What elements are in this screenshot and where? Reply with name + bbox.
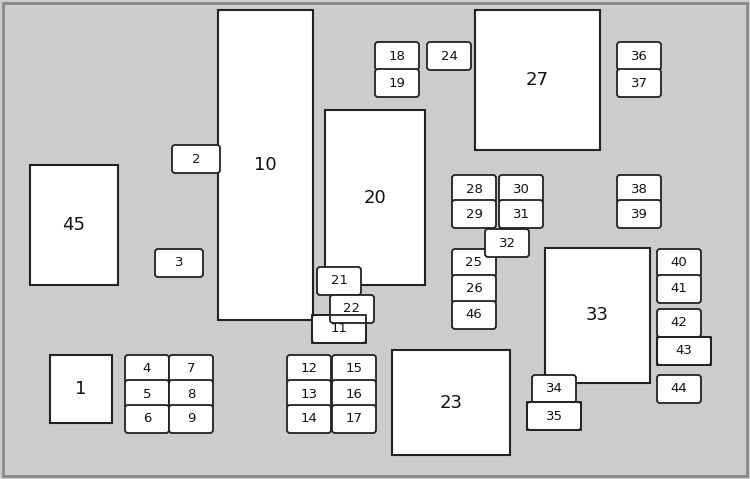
FancyBboxPatch shape <box>452 275 496 303</box>
Text: 41: 41 <box>670 283 688 296</box>
Text: 20: 20 <box>364 189 386 206</box>
FancyBboxPatch shape <box>657 309 701 337</box>
Text: 6: 6 <box>142 412 152 425</box>
FancyBboxPatch shape <box>169 380 213 408</box>
Text: 45: 45 <box>62 216 86 234</box>
Text: 33: 33 <box>586 307 609 324</box>
Text: 17: 17 <box>346 412 362 425</box>
FancyBboxPatch shape <box>499 200 543 228</box>
FancyBboxPatch shape <box>155 249 203 277</box>
FancyBboxPatch shape <box>657 249 701 277</box>
FancyBboxPatch shape <box>125 380 169 408</box>
Text: 10: 10 <box>254 156 277 174</box>
Bar <box>657 337 711 365</box>
Text: 30: 30 <box>512 182 529 195</box>
FancyBboxPatch shape <box>485 229 529 257</box>
Text: 5: 5 <box>142 388 152 400</box>
Bar <box>527 402 581 430</box>
Bar <box>50 355 112 423</box>
Bar <box>30 165 118 285</box>
Bar <box>392 350 510 455</box>
Text: 38: 38 <box>631 182 647 195</box>
Bar <box>325 110 425 285</box>
FancyBboxPatch shape <box>125 405 169 433</box>
Text: 9: 9 <box>187 412 195 425</box>
Text: 24: 24 <box>440 49 458 62</box>
Text: 40: 40 <box>670 256 687 270</box>
Text: 44: 44 <box>670 383 687 396</box>
FancyBboxPatch shape <box>657 337 711 365</box>
Bar <box>475 10 600 150</box>
FancyBboxPatch shape <box>427 42 471 70</box>
FancyBboxPatch shape <box>332 380 376 408</box>
Text: 37: 37 <box>631 77 647 90</box>
Text: 21: 21 <box>331 274 347 287</box>
FancyBboxPatch shape <box>125 355 169 383</box>
Bar <box>218 10 313 320</box>
FancyBboxPatch shape <box>532 375 576 403</box>
Text: 4: 4 <box>142 363 152 376</box>
FancyBboxPatch shape <box>332 405 376 433</box>
FancyBboxPatch shape <box>452 200 496 228</box>
FancyBboxPatch shape <box>169 355 213 383</box>
Bar <box>545 248 650 383</box>
FancyBboxPatch shape <box>452 301 496 329</box>
Bar <box>312 315 366 343</box>
FancyBboxPatch shape <box>452 249 496 277</box>
Text: 16: 16 <box>346 388 362 400</box>
Text: 27: 27 <box>526 71 549 89</box>
FancyBboxPatch shape <box>657 375 701 403</box>
FancyBboxPatch shape <box>332 355 376 383</box>
FancyBboxPatch shape <box>617 69 661 97</box>
Text: 19: 19 <box>388 77 406 90</box>
Text: 23: 23 <box>440 394 463 411</box>
Text: 11: 11 <box>331 322 347 335</box>
Text: 22: 22 <box>344 303 361 316</box>
Text: 43: 43 <box>676 344 692 357</box>
Text: 8: 8 <box>187 388 195 400</box>
FancyBboxPatch shape <box>375 42 419 70</box>
Text: 26: 26 <box>466 283 482 296</box>
Text: 32: 32 <box>499 237 515 250</box>
Text: 2: 2 <box>192 152 200 166</box>
Text: 7: 7 <box>187 363 195 376</box>
FancyBboxPatch shape <box>375 69 419 97</box>
FancyBboxPatch shape <box>169 405 213 433</box>
FancyBboxPatch shape <box>499 175 543 203</box>
Text: 36: 36 <box>631 49 647 62</box>
FancyBboxPatch shape <box>312 315 366 343</box>
Text: 3: 3 <box>175 256 183 270</box>
FancyBboxPatch shape <box>617 42 661 70</box>
FancyBboxPatch shape <box>527 402 581 430</box>
Text: 15: 15 <box>346 363 362 376</box>
Text: 18: 18 <box>388 49 406 62</box>
FancyBboxPatch shape <box>452 175 496 203</box>
Text: 31: 31 <box>512 207 529 220</box>
Text: 34: 34 <box>545 383 562 396</box>
FancyBboxPatch shape <box>617 200 661 228</box>
Text: 42: 42 <box>670 317 688 330</box>
Text: 12: 12 <box>301 363 317 376</box>
Text: 35: 35 <box>545 410 562 422</box>
FancyBboxPatch shape <box>657 275 701 303</box>
Text: 25: 25 <box>466 256 482 270</box>
Text: 1: 1 <box>75 380 87 398</box>
FancyBboxPatch shape <box>617 175 661 203</box>
FancyBboxPatch shape <box>287 405 331 433</box>
FancyBboxPatch shape <box>287 380 331 408</box>
Text: 46: 46 <box>466 308 482 321</box>
Text: 39: 39 <box>631 207 647 220</box>
FancyBboxPatch shape <box>172 145 220 173</box>
Text: 13: 13 <box>301 388 317 400</box>
FancyBboxPatch shape <box>317 267 361 295</box>
Text: 29: 29 <box>466 207 482 220</box>
Text: 28: 28 <box>466 182 482 195</box>
Text: Fuse-Box.inFo: Fuse-Box.inFo <box>122 144 433 335</box>
FancyBboxPatch shape <box>330 295 374 323</box>
Text: 14: 14 <box>301 412 317 425</box>
FancyBboxPatch shape <box>287 355 331 383</box>
